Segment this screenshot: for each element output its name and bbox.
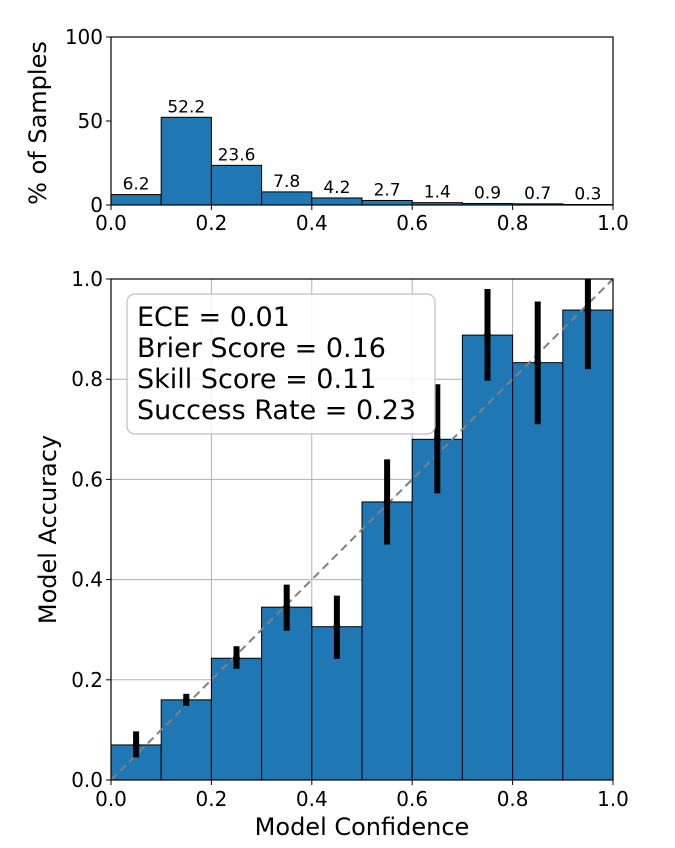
error-bar-center-point xyxy=(383,498,391,506)
reliability-y-tick-label: 0.8 xyxy=(71,367,103,391)
histogram-x-tick-label: 0.4 xyxy=(296,211,328,235)
histogram-y-tick-label: 50 xyxy=(78,109,103,133)
reliability-x-ticks: 0.0 0.2 0.4 0.6 0.8 1.0 xyxy=(95,780,629,811)
reliability-x-tick-label: 0.8 xyxy=(497,787,529,811)
histogram-bar-label: 23.6 xyxy=(218,145,256,165)
reliability-bar xyxy=(512,362,564,781)
histogram-bar-label: 52.2 xyxy=(167,97,205,117)
error-bar-center-point xyxy=(182,696,190,704)
reliability-y-ticks: 0.0 0.2 0.4 0.6 0.8 1.0 xyxy=(71,267,111,792)
reliability-x-tick-label: 0.2 xyxy=(195,787,227,811)
histogram-axes-frame xyxy=(110,36,614,206)
reliability-bar xyxy=(361,501,413,781)
histogram-x-tick-label: 0.8 xyxy=(497,211,529,235)
histogram-bar-label: 4.2 xyxy=(323,178,350,198)
reliability-x-tick-label: 0.0 xyxy=(95,787,127,811)
histogram-x-tick-label: 0.0 xyxy=(95,211,127,235)
error-bar-center-point xyxy=(484,331,491,339)
histogram-y-tick-label: 100 xyxy=(65,25,103,49)
reliability-bar xyxy=(160,699,212,781)
histogram-panel: 6.252.223.67.8 4.2 2.7 1.4 0.9 0.7 0.3 0.0 0.2 0… xyxy=(24,25,629,235)
error-bar-center-point xyxy=(534,359,542,367)
reliability-x-tick-label: 0.6 xyxy=(396,787,428,811)
error-bar-center-point xyxy=(584,306,592,314)
histogram-bar-label: 0.7 xyxy=(524,184,551,204)
reliability-y-tick-label: 0.2 xyxy=(71,668,103,692)
success-rate-text: Success Rate = 0.23 xyxy=(137,395,416,426)
reliability-panel: 0.0 0.2 0.4 0.6 0.8 1.0 0.0 0.2 0.4 0.6 0.8 1.0 EC… xyxy=(34,267,629,841)
reliability-bar xyxy=(210,657,263,781)
metrics-annotation-box: ECE = 0.01 Brier Score = 0.16 Skill Scor… xyxy=(126,293,436,435)
ece-text: ECE = 0.01 xyxy=(137,302,290,333)
reliability-x-axis-label: Model Confidence xyxy=(255,813,470,841)
reliability-y-axis-label: Model Accuracy xyxy=(34,435,62,624)
reliability-bar xyxy=(261,606,313,781)
histogram-bar xyxy=(210,164,263,206)
histogram-bar-label: 0.3 xyxy=(574,184,601,204)
reliability-bar xyxy=(461,334,514,781)
histogram-x-tick-label: 0.2 xyxy=(195,211,227,235)
reliability-bar xyxy=(562,309,614,781)
skill-score-text: Skill Score = 0.11 xyxy=(137,364,376,395)
reliability-y-tick-label: 0.6 xyxy=(71,467,103,491)
metrics-box-background xyxy=(126,293,436,435)
histogram-value-labels: 6.2 52.2 23.6 7.8 4.2 2.7 1.4 0.9 0.7 0.3 xyxy=(123,97,602,204)
histogram-y-ticks: 0 50 100 xyxy=(65,25,111,217)
reliability-y-tick-label: 1.0 xyxy=(71,267,103,291)
reliability-x-tick-label: 0.4 xyxy=(296,787,328,811)
histogram-x-ticks: 0.0 0.2 0.4 0.6 0.8 1.0 xyxy=(95,205,629,235)
histogram-bar-label: 0.9 xyxy=(474,183,501,203)
reliability-bars xyxy=(110,309,614,781)
reliability-x-tick-label: 1.0 xyxy=(597,787,629,811)
histogram-bar xyxy=(261,191,313,206)
error-bar-center-point xyxy=(132,741,140,749)
histogram-bar-label: 7.8 xyxy=(273,172,300,192)
histogram-x-tick-label: 1.0 xyxy=(597,211,629,235)
histogram-bar xyxy=(311,197,363,206)
reliability-y-tick-label: 0.0 xyxy=(71,768,103,792)
reliability-y-tick-label: 0.4 xyxy=(71,568,103,592)
histogram-bar-label: 1.4 xyxy=(424,183,451,203)
error-bar-center-point xyxy=(283,603,291,611)
perfect-calibration-line xyxy=(110,278,614,781)
histogram-y-tick-label: 0 xyxy=(90,193,103,217)
reliability-error-bars xyxy=(132,279,592,758)
brier-score-text: Brier Score = 0.16 xyxy=(137,333,386,364)
reliability-axes-frame xyxy=(110,278,614,781)
histogram-x-tick-label: 0.6 xyxy=(396,211,428,235)
error-bar-center-point xyxy=(433,435,441,443)
histogram-bar xyxy=(160,116,212,206)
histogram-bar xyxy=(361,199,413,206)
histogram-y-axis-label: % of Samples xyxy=(24,41,52,205)
error-bar-center-point xyxy=(333,623,341,631)
histogram-bar-label: 2.7 xyxy=(374,180,401,200)
histogram-bar-label: 6.2 xyxy=(123,175,150,195)
histogram-bar xyxy=(110,194,162,206)
error-bar-center-point xyxy=(233,654,240,662)
